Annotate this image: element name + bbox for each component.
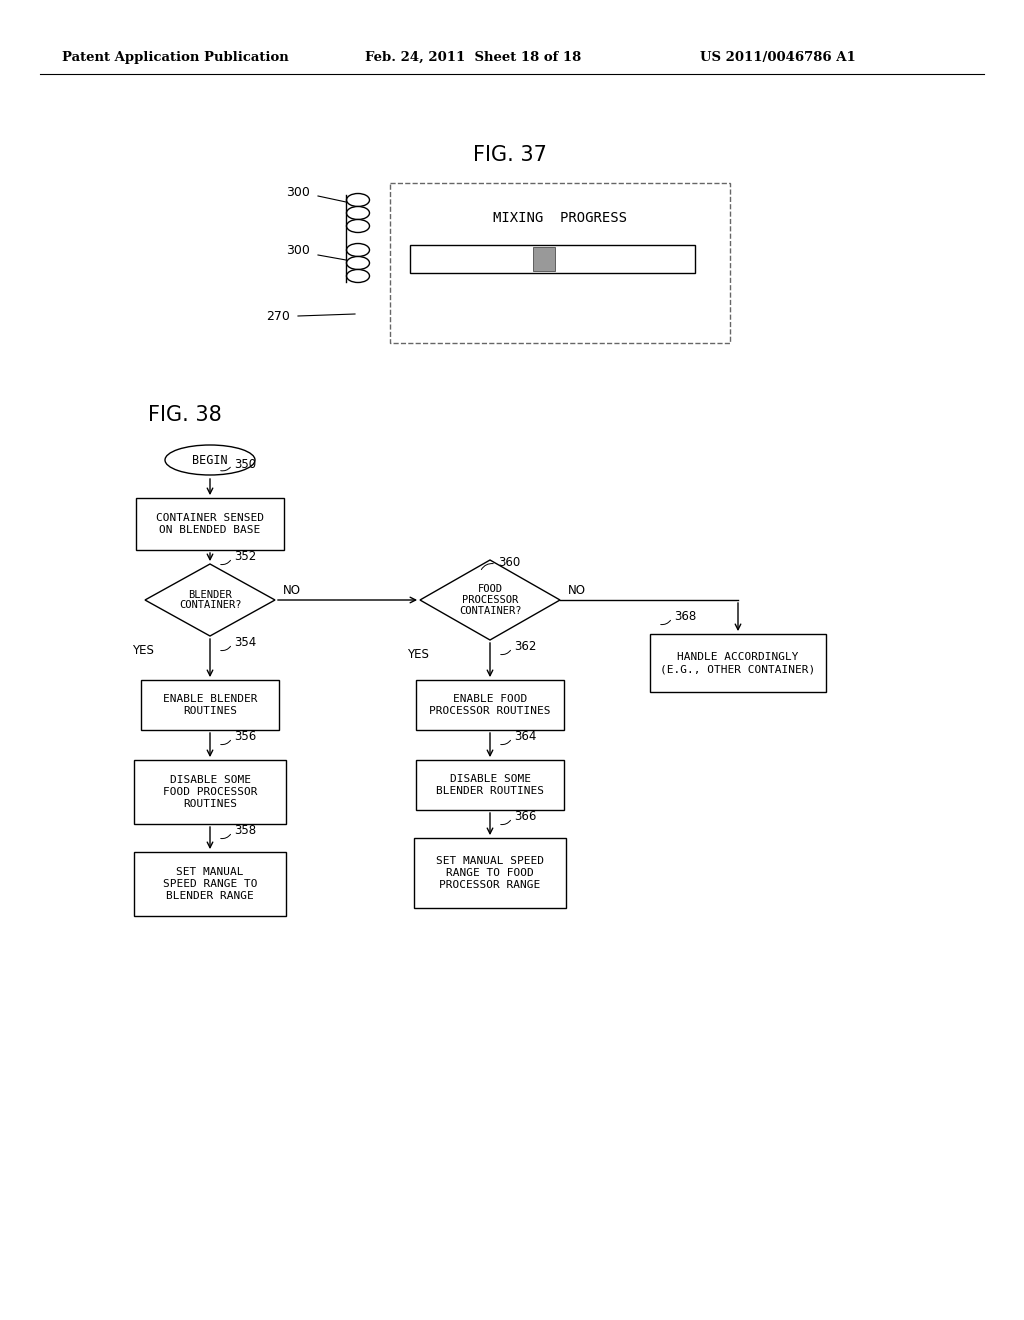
- Text: DISABLE SOME: DISABLE SOME: [450, 774, 530, 784]
- Bar: [390, 183, 730, 343]
- Bar: [136, 498, 284, 550]
- Ellipse shape: [346, 219, 370, 232]
- Text: 356: 356: [234, 730, 256, 743]
- Text: CONTAINER?: CONTAINER?: [459, 606, 521, 616]
- Polygon shape: [420, 560, 560, 640]
- Text: PROCESSOR: PROCESSOR: [462, 595, 518, 605]
- Text: ENABLE BLENDER: ENABLE BLENDER: [163, 694, 257, 704]
- Bar: [134, 851, 286, 916]
- Text: 300: 300: [286, 186, 310, 198]
- Text: 360: 360: [498, 557, 520, 569]
- Text: 362: 362: [514, 640, 537, 653]
- Text: ROUTINES: ROUTINES: [183, 800, 237, 809]
- Text: PROCESSOR RANGE: PROCESSOR RANGE: [439, 880, 541, 891]
- Text: 352: 352: [234, 550, 256, 564]
- Text: BLENDER RANGE: BLENDER RANGE: [166, 891, 254, 902]
- Text: Patent Application Publication: Patent Application Publication: [62, 50, 289, 63]
- Text: Feb. 24, 2011  Sheet 18 of 18: Feb. 24, 2011 Sheet 18 of 18: [365, 50, 582, 63]
- Text: PROCESSOR ROUTINES: PROCESSOR ROUTINES: [429, 706, 551, 717]
- Text: HANDLE ACCORDINGLY: HANDLE ACCORDINGLY: [677, 652, 799, 661]
- Text: CONTAINER?: CONTAINER?: [179, 601, 242, 610]
- Text: 366: 366: [514, 810, 537, 824]
- Text: YES: YES: [408, 648, 429, 660]
- Text: ON BLENDED BASE: ON BLENDED BASE: [160, 525, 261, 535]
- Text: NO: NO: [283, 583, 301, 597]
- Text: ROUTINES: ROUTINES: [183, 706, 237, 717]
- Ellipse shape: [346, 206, 370, 219]
- Text: FIG. 37: FIG. 37: [473, 145, 547, 165]
- Bar: [141, 680, 279, 730]
- Bar: [134, 760, 286, 824]
- Text: MIXING  PROGRESS: MIXING PROGRESS: [493, 211, 627, 224]
- Bar: [416, 680, 564, 730]
- Bar: [650, 634, 826, 692]
- Text: CONTAINER SENSED: CONTAINER SENSED: [156, 512, 264, 523]
- Text: FOOD: FOOD: [477, 585, 503, 594]
- Bar: [532, 247, 555, 271]
- Ellipse shape: [165, 445, 255, 475]
- Text: NO: NO: [568, 583, 586, 597]
- Ellipse shape: [346, 194, 370, 206]
- Bar: [414, 838, 566, 908]
- Text: 354: 354: [234, 636, 256, 649]
- Text: YES: YES: [132, 644, 154, 656]
- Ellipse shape: [346, 269, 370, 282]
- Text: BLENDER ROUTINES: BLENDER ROUTINES: [436, 787, 544, 796]
- Text: (E.G., OTHER CONTAINER): (E.G., OTHER CONTAINER): [660, 664, 816, 675]
- Text: FOOD PROCESSOR: FOOD PROCESSOR: [163, 787, 257, 797]
- Text: RANGE TO FOOD: RANGE TO FOOD: [446, 869, 534, 878]
- Polygon shape: [145, 564, 275, 636]
- Text: BEGIN: BEGIN: [193, 454, 227, 466]
- Text: 270: 270: [266, 309, 290, 322]
- Text: 300: 300: [286, 244, 310, 257]
- Bar: [410, 246, 695, 273]
- Text: SET MANUAL: SET MANUAL: [176, 867, 244, 876]
- Text: BLENDER: BLENDER: [188, 590, 231, 599]
- Text: FIG. 38: FIG. 38: [148, 405, 222, 425]
- Ellipse shape: [346, 256, 370, 269]
- Text: DISABLE SOME: DISABLE SOME: [170, 775, 251, 784]
- Text: 358: 358: [234, 825, 256, 837]
- Bar: [416, 760, 564, 810]
- Text: ENABLE FOOD: ENABLE FOOD: [453, 694, 527, 704]
- Text: 350: 350: [234, 458, 256, 470]
- Ellipse shape: [346, 243, 370, 256]
- Text: SPEED RANGE TO: SPEED RANGE TO: [163, 879, 257, 888]
- Text: 364: 364: [514, 730, 537, 743]
- Text: SET MANUAL SPEED: SET MANUAL SPEED: [436, 855, 544, 866]
- Text: 368: 368: [674, 610, 696, 623]
- Text: US 2011/0046786 A1: US 2011/0046786 A1: [700, 50, 856, 63]
